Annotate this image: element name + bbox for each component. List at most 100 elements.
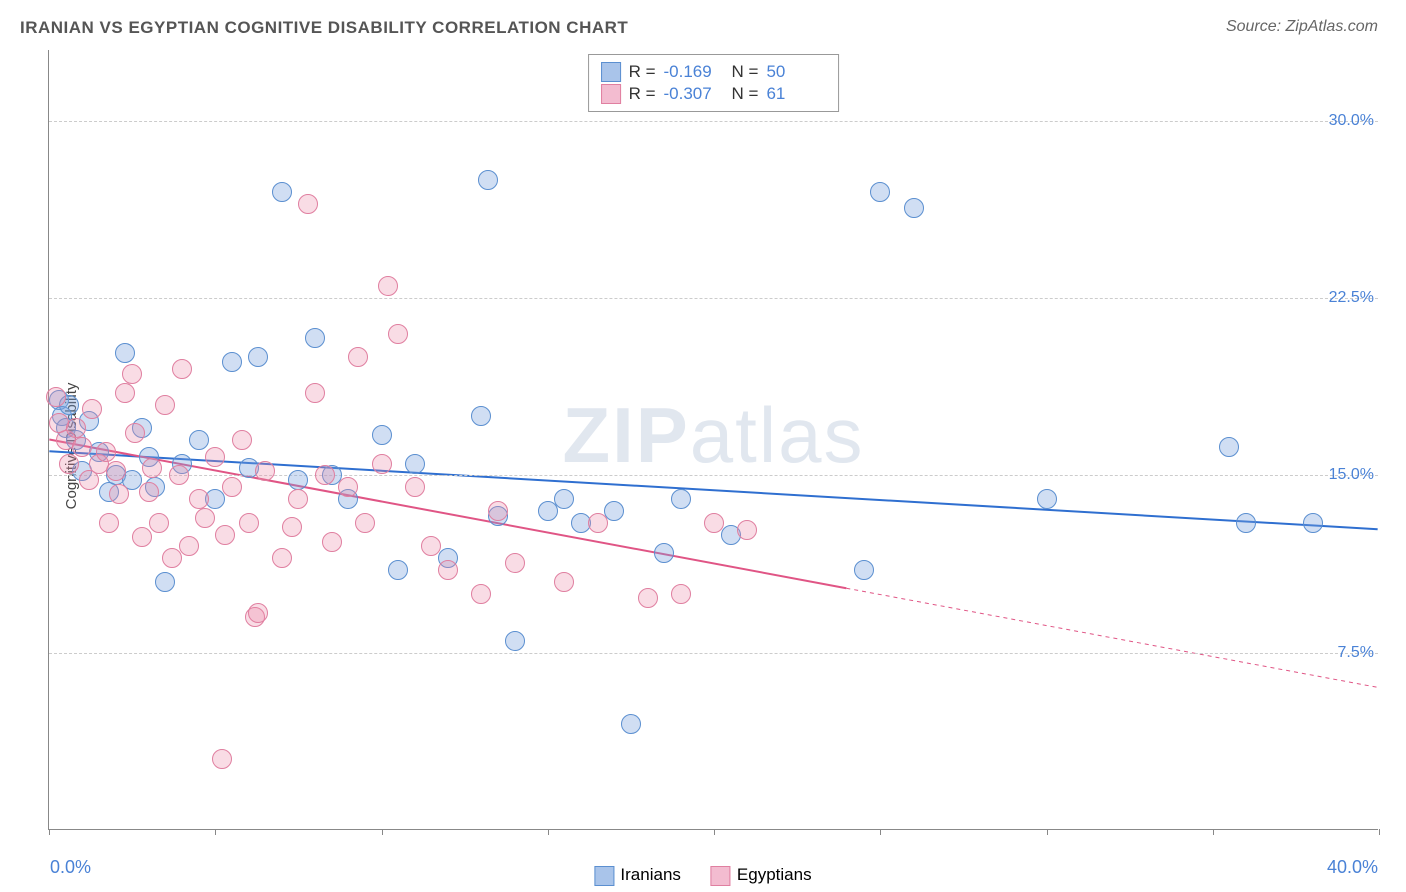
x-tick-mark xyxy=(548,829,549,835)
data-point xyxy=(322,532,342,552)
data-point xyxy=(638,588,658,608)
data-point xyxy=(315,465,335,485)
data-point xyxy=(1037,489,1057,509)
data-point xyxy=(222,477,242,497)
trend-line-extrapolated xyxy=(846,588,1377,687)
data-point xyxy=(588,513,608,533)
gridline-h xyxy=(49,653,1378,654)
legend-r-label: R = xyxy=(629,84,656,104)
legend-r-value: -0.307 xyxy=(664,84,724,104)
x-tick-mark xyxy=(714,829,715,835)
data-point xyxy=(405,477,425,497)
watermark-light: atlas xyxy=(690,390,865,478)
data-point xyxy=(704,513,724,533)
plot-area: ZIPatlas R =-0.169N =50R =-0.307N =61 7.… xyxy=(48,50,1378,830)
data-point xyxy=(212,749,232,769)
x-tick-mark xyxy=(1213,829,1214,835)
data-point xyxy=(904,198,924,218)
data-point xyxy=(46,387,66,407)
data-point xyxy=(106,461,126,481)
data-point xyxy=(288,470,308,490)
data-point xyxy=(232,430,252,450)
data-point xyxy=(179,536,199,556)
gridline-h xyxy=(49,298,1378,299)
data-point xyxy=(59,454,79,474)
data-point xyxy=(248,347,268,367)
data-point xyxy=(405,454,425,474)
data-point xyxy=(505,631,525,651)
legend-swatch xyxy=(601,84,621,104)
data-point xyxy=(115,343,135,363)
source-attribution: Source: ZipAtlas.com xyxy=(1226,18,1378,36)
legend-r-value: -0.169 xyxy=(664,62,724,82)
legend-series-item: Iranians xyxy=(594,865,680,886)
data-point xyxy=(272,182,292,202)
data-point xyxy=(139,482,159,502)
data-point xyxy=(654,543,674,563)
data-point xyxy=(255,461,275,481)
data-point xyxy=(388,324,408,344)
legend-series-item: Egyptians xyxy=(711,865,812,886)
data-point xyxy=(172,359,192,379)
data-point xyxy=(205,447,225,467)
x-tick-mark xyxy=(215,829,216,835)
legend-swatch xyxy=(594,866,614,886)
x-axis-min-label: 0.0% xyxy=(50,857,91,878)
legend-n-label: N = xyxy=(732,62,759,82)
x-tick-mark xyxy=(880,829,881,835)
data-point xyxy=(125,423,145,443)
data-point xyxy=(488,501,508,521)
data-point xyxy=(272,548,292,568)
legend-swatch xyxy=(601,62,621,82)
data-point xyxy=(142,458,162,478)
data-point xyxy=(372,454,392,474)
data-point xyxy=(438,560,458,580)
legend-stats: R = -0.169 N = 50 R = -0.307 N = 61 xyxy=(588,54,840,112)
data-point xyxy=(82,399,102,419)
y-tick-label: 30.0% xyxy=(1329,112,1380,130)
data-point xyxy=(222,352,242,372)
x-tick-mark xyxy=(49,829,50,835)
x-tick-mark xyxy=(382,829,383,835)
legend-swatch xyxy=(711,866,731,886)
data-point xyxy=(554,489,574,509)
data-point xyxy=(122,364,142,384)
legend-n-label: N = xyxy=(732,84,759,104)
data-point xyxy=(305,328,325,348)
data-point xyxy=(478,170,498,190)
data-point xyxy=(189,430,209,450)
data-point xyxy=(215,525,235,545)
data-point xyxy=(554,572,574,592)
correlation-chart: IRANIAN VS EGYPTIAN COGNITIVE DISABILITY… xyxy=(0,0,1406,892)
data-point xyxy=(854,560,874,580)
data-point xyxy=(189,489,209,509)
data-point xyxy=(378,276,398,296)
data-point xyxy=(305,383,325,403)
data-point xyxy=(132,527,152,547)
data-point xyxy=(96,442,116,462)
legend-r-label: R = xyxy=(629,62,656,82)
data-point xyxy=(298,194,318,214)
legend-series: Iranians Egyptians xyxy=(594,865,811,886)
data-point xyxy=(348,347,368,367)
data-point xyxy=(99,513,119,533)
data-point xyxy=(1219,437,1239,457)
data-point xyxy=(388,560,408,580)
legend-stat-row: R = -0.307 N = 61 xyxy=(601,83,827,105)
legend-n-value: 61 xyxy=(766,84,826,104)
data-point xyxy=(1236,513,1256,533)
data-point xyxy=(239,513,259,533)
data-point xyxy=(282,517,302,537)
data-point xyxy=(169,465,189,485)
data-point xyxy=(155,395,175,415)
legend-n-value: 50 xyxy=(766,62,826,82)
data-point xyxy=(355,513,375,533)
data-point xyxy=(66,418,86,438)
data-point xyxy=(72,437,92,457)
x-axis-max-label: 40.0% xyxy=(1327,857,1378,878)
data-point xyxy=(288,489,308,509)
data-point xyxy=(671,489,691,509)
data-point xyxy=(338,477,358,497)
y-tick-label: 22.5% xyxy=(1329,289,1380,307)
data-point xyxy=(604,501,624,521)
